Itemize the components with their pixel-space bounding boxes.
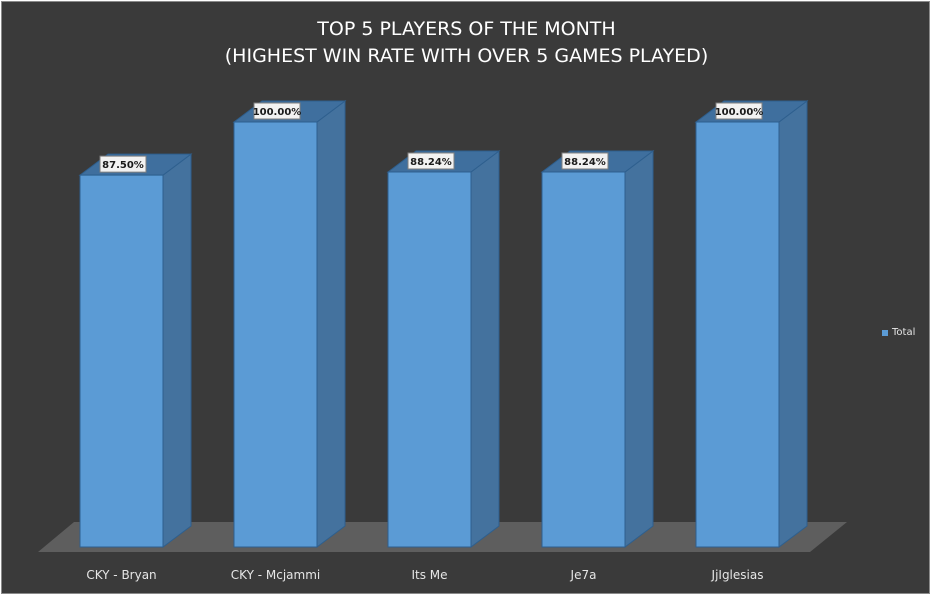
data-label-text: 100.00%: [715, 107, 764, 118]
data-label-text: 100.00%: [253, 107, 302, 118]
data-label-text: 88.24%: [564, 157, 606, 168]
legend-swatch: [882, 329, 888, 336]
x-tick-label-2: CKY - Mcjammi: [231, 568, 320, 582]
chart-title: TOP 5 PLAYERS OF THE MONTH (HIGHEST WIN …: [2, 16, 931, 70]
data-label-box: [99, 155, 147, 173]
x-tick-label-1: CKY - Bryan: [86, 568, 156, 582]
data-label-box: [407, 152, 455, 170]
chart-title-line-1: TOP 5 PLAYERS OF THE MONTH: [317, 18, 616, 40]
bar-front-face: [387, 171, 472, 548]
data-label-2: 100.00%: [253, 102, 302, 120]
chart-title-line-2: (HIGHEST WIN RATE WITH OVER 5 GAMES PLAY…: [224, 45, 709, 67]
legend: Total: [882, 327, 915, 338]
data-label-1: 87.50%: [99, 155, 147, 173]
data-label-5: 100.00%: [715, 102, 764, 120]
data-label-box: [715, 102, 763, 120]
bar-5: [694, 100, 809, 548]
data-label-box: [561, 152, 609, 170]
data-label-text: 87.50%: [102, 160, 144, 171]
bar-front-face: [695, 121, 780, 548]
data-label-4: 88.24%: [561, 152, 609, 170]
data-label-3: 88.24%: [407, 152, 455, 170]
bar-side-face: [470, 149, 500, 548]
x-tick-label-4: Je7a: [570, 568, 597, 582]
bar-side-face: [162, 153, 192, 548]
bar-front-face: [233, 121, 318, 548]
bar-2: [232, 100, 347, 548]
data-label-box: [253, 102, 301, 120]
bar-side-face: [624, 149, 654, 548]
bar-side-face: [316, 100, 346, 548]
x-tick-label-3: Its Me: [411, 568, 447, 582]
bar-1: [78, 153, 193, 548]
data-label-text: 88.24%: [410, 157, 452, 168]
bar-side-face: [778, 100, 808, 548]
x-tick-label-5: JjIglesias: [711, 568, 764, 582]
legend-label-total: Total: [892, 327, 916, 338]
bar-3: [386, 149, 501, 548]
bar-4: [540, 149, 655, 548]
bar-front-face: [541, 171, 626, 548]
bar-front-face: [79, 174, 164, 548]
